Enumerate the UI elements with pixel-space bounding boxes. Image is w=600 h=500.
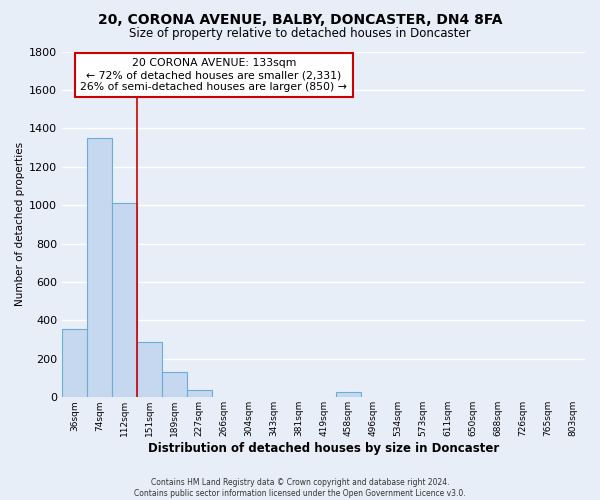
Bar: [62, 329, 87, 398]
Text: 20 CORONA AVENUE: 133sqm
← 72% of detached houses are smaller (2,331)
26% of sem: 20 CORONA AVENUE: 133sqm ← 72% of detach…: [80, 58, 347, 92]
Bar: [87, 138, 112, 398]
Bar: [112, 204, 137, 398]
Text: 20, CORONA AVENUE, BALBY, DONCASTER, DN4 8FA: 20, CORONA AVENUE, BALBY, DONCASTER, DN4…: [98, 12, 502, 26]
Bar: [187, 390, 212, 398]
Text: Contains HM Land Registry data © Crown copyright and database right 2024.
Contai: Contains HM Land Registry data © Crown c…: [134, 478, 466, 498]
Bar: [137, 342, 162, 398]
Bar: [162, 372, 187, 398]
Bar: [336, 392, 361, 398]
X-axis label: Distribution of detached houses by size in Doncaster: Distribution of detached houses by size …: [148, 442, 499, 455]
Text: Size of property relative to detached houses in Doncaster: Size of property relative to detached ho…: [129, 28, 471, 40]
Y-axis label: Number of detached properties: Number of detached properties: [15, 142, 25, 306]
